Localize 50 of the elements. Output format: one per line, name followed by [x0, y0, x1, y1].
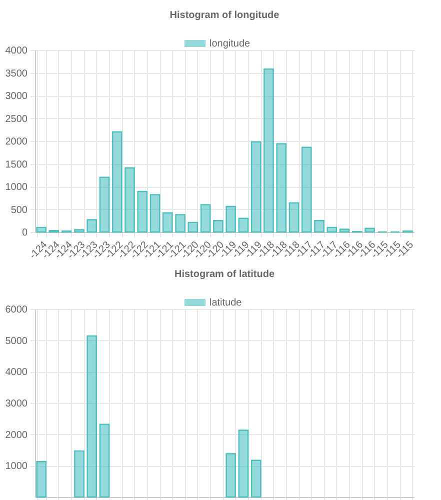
bar — [264, 68, 274, 233]
bar — [250, 141, 262, 233]
bar — [326, 226, 338, 233]
bar — [99, 176, 110, 233]
y-tick-label: 3000 — [5, 91, 28, 102]
bar — [226, 453, 236, 498]
y-tick-label: 4000 — [5, 46, 28, 56]
y-tick-label: 500 — [10, 204, 28, 216]
bar — [124, 167, 135, 233]
bar — [226, 206, 236, 233]
bar — [99, 424, 110, 498]
y-tick-label: 1500 — [5, 159, 28, 170]
bar — [74, 229, 84, 233]
bar — [137, 190, 148, 233]
y-tick-label: 2000 — [5, 136, 28, 148]
chart-title: Histogram of latitude — [174, 269, 275, 280]
bar — [238, 218, 249, 233]
bar — [238, 430, 249, 498]
bar — [213, 220, 224, 233]
bar — [288, 202, 300, 233]
bar — [314, 220, 324, 233]
bar — [112, 131, 122, 233]
y-tick-label: 2000 — [5, 430, 28, 441]
bar — [250, 460, 262, 498]
bar — [150, 194, 160, 233]
chart-title: Histogram of longitude — [170, 10, 280, 21]
bar — [188, 222, 198, 233]
bar — [175, 214, 186, 233]
bar — [339, 228, 350, 233]
bar — [36, 226, 46, 233]
bar — [162, 212, 173, 233]
bar — [200, 204, 211, 233]
legend-label: latitude — [210, 298, 242, 308]
y-tick-label: 3500 — [5, 68, 28, 80]
bar — [86, 335, 97, 498]
y-tick-label: 5000 — [5, 336, 28, 347]
bar — [36, 460, 46, 498]
legend-label: longitude — [210, 38, 251, 50]
y-tick-label: 4000 — [5, 367, 28, 378]
bar — [301, 146, 312, 233]
y-tick-label: 1000 — [5, 461, 28, 472]
y-tick-label: 0 — [22, 228, 28, 238]
y-tick-label: 6000 — [5, 304, 28, 316]
y-tick-label: 1000 — [5, 182, 28, 193]
bar — [74, 450, 84, 498]
bar — [364, 228, 375, 233]
y-tick-label: 2500 — [5, 114, 28, 125]
bar — [86, 219, 97, 233]
bar — [276, 143, 286, 233]
y-tick-label: 3000 — [5, 398, 28, 410]
